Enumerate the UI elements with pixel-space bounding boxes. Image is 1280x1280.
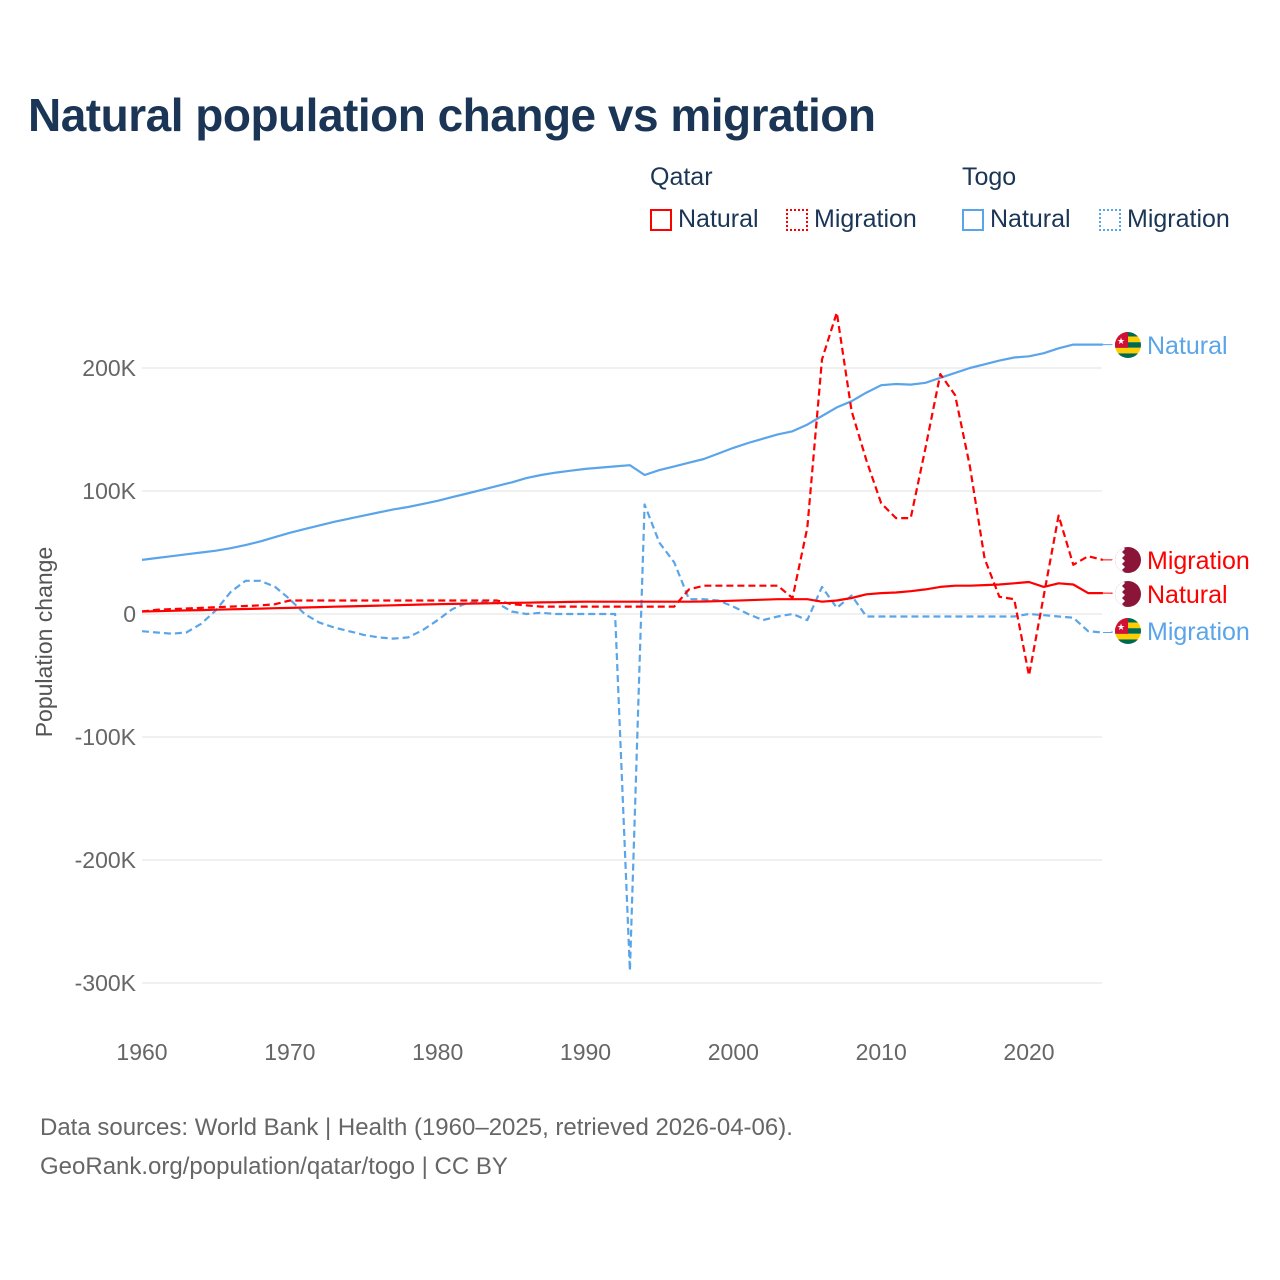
qatar-flag-icon: [1115, 581, 1141, 607]
chart-title: Natural population change vs migration: [28, 89, 876, 141]
end-label-togo-migration: Migration: [1147, 618, 1250, 646]
legend-group-togo: Togo: [962, 163, 1017, 191]
togo-flag-icon: ★: [1115, 618, 1141, 644]
x-tick-label: 2000: [708, 1039, 759, 1065]
label-connector: [1102, 592, 1113, 594]
flag-stripe: [1115, 353, 1141, 358]
footer-link[interactable]: GeoRank.org/population/qatar/togo | CC B…: [40, 1153, 508, 1180]
series-line-qatar-natural: [141, 580, 1103, 613]
legend-label: Natural: [990, 205, 1071, 233]
qatar-flag-icon: [1115, 547, 1141, 573]
legend-swatch-dotted: [1099, 208, 1121, 231]
y-tick-label: -100K: [75, 724, 137, 750]
flag-stripe: [1115, 639, 1141, 644]
end-label-togo-natural: Natural: [1147, 332, 1228, 360]
star-icon: ★: [1117, 622, 1125, 632]
x-tick-label: 2020: [1003, 1039, 1054, 1065]
flag-stripe: [1115, 347, 1141, 354]
x-tick-label: 1970: [264, 1039, 315, 1065]
y-tick-label: 100K: [82, 478, 136, 504]
series-line-qatar-migration: [141, 311, 1104, 677]
legend-swatch-dotted: [786, 208, 808, 231]
legend-swatch-solid: [650, 208, 672, 231]
legend-label: Migration: [814, 205, 917, 233]
legend-swatch-solid: [962, 208, 984, 231]
y-tick-label: -200K: [75, 847, 137, 873]
plot-area: -300K -200K -100K 0 100K 200K 1960 1970 1980 1990…: [31, 311, 1250, 1065]
x-tick-label: 1990: [560, 1039, 611, 1065]
series-line-togo-migration: [141, 503, 1103, 972]
legend-togo-migration[interactable]: Migration: [1099, 205, 1230, 234]
end-label-qatar-natural: Natural: [1147, 581, 1228, 609]
label-connector: [1102, 631, 1113, 633]
legend-togo-natural[interactable]: Natural: [962, 205, 1071, 234]
legend-qatar-migration[interactable]: Migration: [786, 205, 917, 234]
footer-sources: Data sources: World Bank | Health (1960–…: [40, 1114, 793, 1141]
y-tick-label: -300K: [75, 970, 137, 996]
y-tick-label: 200K: [82, 355, 136, 381]
legend-group-qatar: Qatar: [650, 163, 713, 191]
series-line-togo-natural: [141, 343, 1103, 561]
x-tick-label: 2010: [856, 1039, 907, 1065]
y-axis-label: Population change: [31, 547, 57, 738]
flag-stripe: [1115, 633, 1141, 640]
legend-qatar-natural[interactable]: Natural: [650, 205, 759, 234]
legend-label: Migration: [1127, 205, 1230, 233]
legend-label: Natural: [678, 205, 759, 233]
star-icon: ★: [1117, 336, 1125, 346]
footer: Data sources: World Bank | Health (1960–…: [40, 1108, 793, 1186]
y-tick-label: 0: [123, 601, 136, 627]
x-tick-label: 1960: [116, 1039, 167, 1065]
end-label-qatar-migration: Migration: [1147, 547, 1250, 575]
togo-flag-icon: ★: [1115, 332, 1141, 358]
x-tick-label: 1980: [412, 1039, 463, 1065]
